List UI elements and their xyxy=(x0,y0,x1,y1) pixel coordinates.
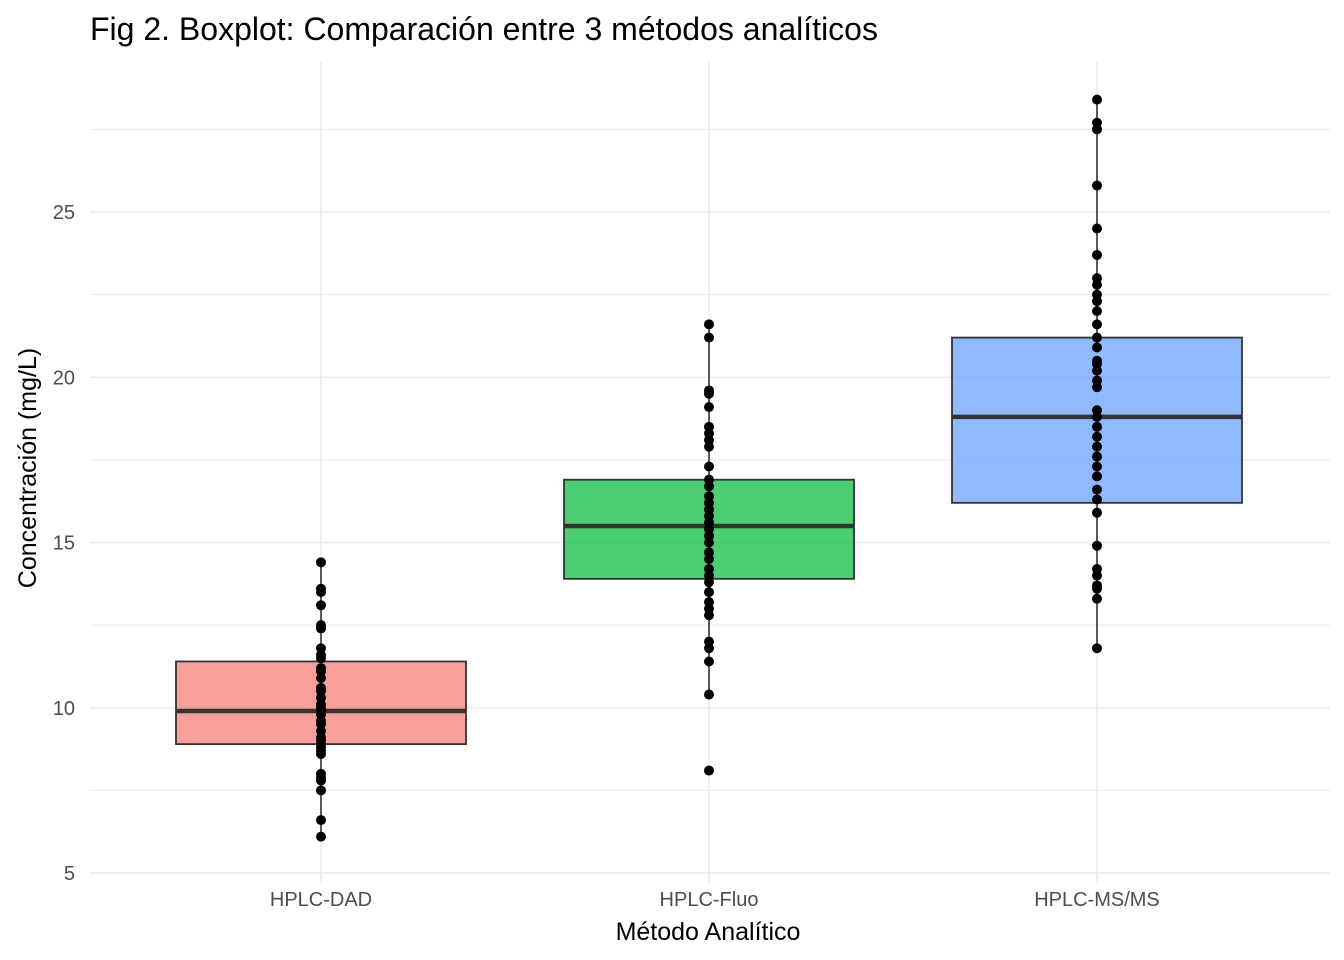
data-point xyxy=(1092,471,1102,482)
data-point xyxy=(1092,540,1102,551)
data-point xyxy=(1092,319,1102,330)
data-point xyxy=(704,547,714,558)
y-tick-label: 5 xyxy=(64,863,75,885)
data-point xyxy=(1092,355,1102,366)
data-point xyxy=(704,474,714,485)
data-point xyxy=(704,421,714,432)
data-point xyxy=(1092,223,1102,234)
data-point xyxy=(316,583,326,594)
data-point xyxy=(1092,249,1102,260)
tick-layer: 5 10 15 20 25 HPLC-DAD HPLC-Fluo HPLC-MS/MS xyxy=(53,202,1160,911)
data-point xyxy=(1092,180,1102,191)
data-point xyxy=(1092,273,1102,284)
data-point xyxy=(704,401,714,412)
data-point xyxy=(1092,451,1102,462)
data-point xyxy=(704,656,714,667)
data-point xyxy=(1092,461,1102,472)
data-point xyxy=(704,461,714,472)
y-axis-title: Concentración (mg/L) xyxy=(14,348,42,588)
data-point xyxy=(316,600,326,611)
data-point xyxy=(704,689,714,700)
data-point xyxy=(316,768,326,779)
data-point xyxy=(1092,593,1102,604)
data-point xyxy=(1092,289,1102,300)
data-point xyxy=(1092,342,1102,353)
data-point xyxy=(1092,375,1102,386)
data-point xyxy=(1092,494,1102,505)
data-point xyxy=(1092,580,1102,591)
x-tick-label: HPLC-Fluo xyxy=(660,889,759,911)
y-tick-label: 25 xyxy=(53,202,75,224)
x-tick-label: HPLC-DAD xyxy=(270,889,372,911)
data-point xyxy=(704,491,714,502)
x-axis-title: Método Analítico xyxy=(616,918,801,946)
data-point xyxy=(316,831,326,842)
data-point xyxy=(704,596,714,607)
data-point xyxy=(1092,563,1102,574)
y-tick-label: 20 xyxy=(53,367,75,389)
chart-title: Fig 2. Boxplot: Comparación entre 3 méto… xyxy=(90,11,878,47)
data-point xyxy=(1092,431,1102,442)
data-point xyxy=(704,563,714,574)
data-point xyxy=(1092,643,1102,654)
data-point xyxy=(704,587,714,598)
data-point xyxy=(1092,441,1102,452)
data-point xyxy=(316,663,326,674)
data-point xyxy=(1092,421,1102,432)
data-point xyxy=(316,815,326,826)
x-tick-label: HPLC-MS/MS xyxy=(1034,889,1160,911)
data-point xyxy=(1092,332,1102,343)
y-tick-label: 10 xyxy=(53,698,75,720)
data-point xyxy=(316,682,326,693)
data-point xyxy=(1092,117,1102,128)
data-point xyxy=(1092,507,1102,518)
data-point xyxy=(704,385,714,396)
data-point xyxy=(1092,484,1102,495)
data-point xyxy=(1092,306,1102,317)
data-point xyxy=(704,332,714,343)
y-tick-label: 15 xyxy=(53,533,75,555)
data-point xyxy=(316,785,326,796)
data-point xyxy=(704,636,714,647)
data-point xyxy=(1092,94,1102,105)
point-layer xyxy=(316,94,1102,842)
data-point xyxy=(704,765,714,776)
data-point xyxy=(1092,405,1102,416)
data-point xyxy=(704,319,714,330)
data-point xyxy=(316,557,326,568)
data-point xyxy=(316,620,326,631)
data-point xyxy=(316,643,326,654)
